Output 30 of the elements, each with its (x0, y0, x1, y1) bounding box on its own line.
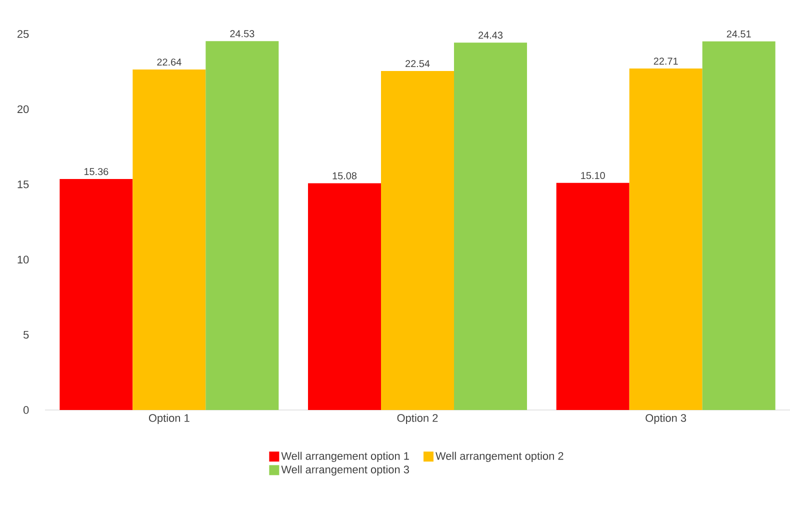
y-tick-label: 5 (23, 330, 29, 339)
data-label: 24.53 (230, 30, 254, 38)
data-label: 15.08 (332, 172, 357, 180)
y-tick-label: 15 (18, 180, 29, 188)
data-label: 24.43 (478, 32, 503, 39)
data-label: 15.36 (84, 168, 108, 176)
y-tick-label: 20 (18, 105, 29, 114)
x-tick-label: Option 1 (148, 414, 190, 424)
data-label: 22.71 (654, 58, 678, 65)
bar (308, 183, 382, 410)
x-tick-label: Option 3 (646, 414, 686, 424)
y-tick-label: 25 (18, 30, 29, 38)
bar (629, 68, 702, 410)
x-tick-label: Option 2 (397, 414, 438, 424)
bar (206, 41, 279, 410)
y-tick-label: 10 (18, 256, 29, 264)
bar (132, 69, 206, 410)
legend-label: Well arrangement option 1 (281, 452, 409, 462)
data-label: 24.51 (726, 30, 751, 38)
bar (60, 178, 133, 410)
legend-label: Well arrangement option 2 (436, 452, 564, 462)
bar (381, 70, 454, 410)
data-label: 22.54 (406, 60, 430, 68)
legend-label: Well arrangement option 3 (281, 465, 409, 476)
bar (454, 42, 528, 410)
y-tick-label: 0 (23, 406, 29, 414)
data-label: 15.10 (581, 172, 605, 180)
bar (556, 182, 630, 410)
bar (702, 41, 776, 410)
data-label: 22.64 (157, 58, 182, 66)
